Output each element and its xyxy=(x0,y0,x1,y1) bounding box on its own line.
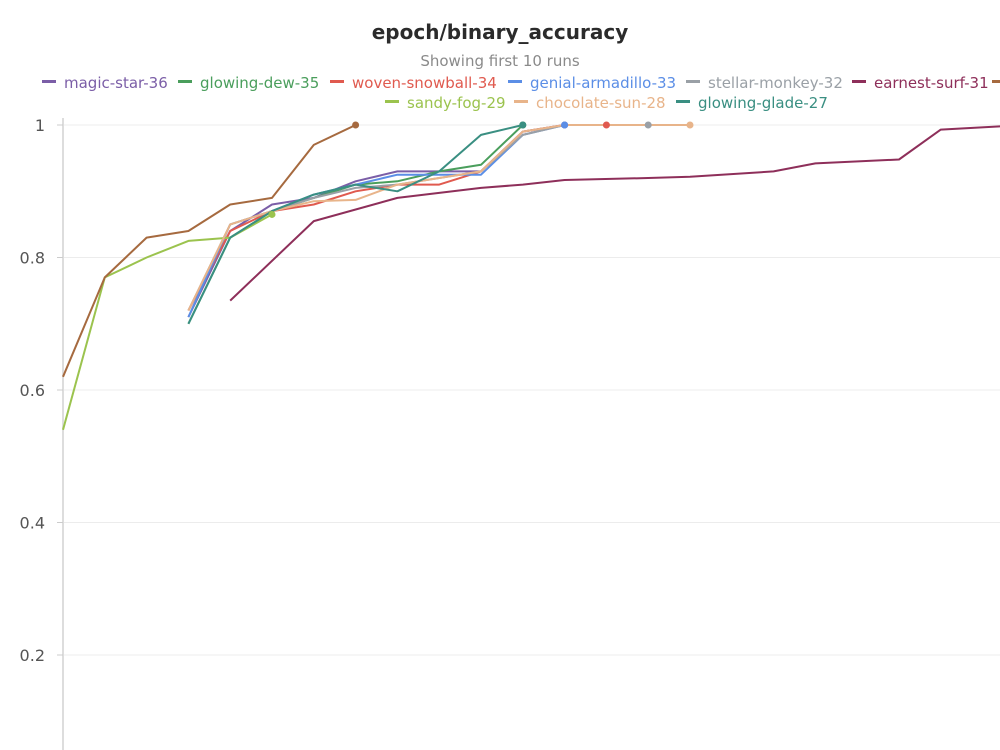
legend-label: chocolate-sun-28 xyxy=(536,94,666,112)
chart-subtitle: Showing first 10 runs xyxy=(420,52,580,70)
legend-label: magic-star-36 xyxy=(64,74,168,92)
series-line[interactable] xyxy=(187,124,524,325)
legend-item-glowing-dew-35[interactable]: glowing-dew-35 xyxy=(178,74,319,92)
legend-swatch xyxy=(676,100,690,103)
legend-label: earnest-surf-31 xyxy=(874,74,989,92)
legend-swatch xyxy=(508,80,522,83)
series-line[interactable] xyxy=(62,124,357,378)
legend-item-glowing-glade-27[interactable]: glowing-glade-27 xyxy=(676,94,828,112)
legend-swatch xyxy=(385,100,399,103)
series-end-point[interactable] xyxy=(561,121,569,129)
legend-item-stellar-monkey-32[interactable]: stellar-monkey-32 xyxy=(686,74,843,92)
legend-item-genial-armadillo-33[interactable]: genial-armadillo-33 xyxy=(508,74,676,92)
grid-lines xyxy=(63,124,1000,656)
series-end-point[interactable] xyxy=(602,121,610,129)
legend-item-woven-snowball-34[interactable]: woven-snowball-34 xyxy=(330,74,497,92)
series-line[interactable] xyxy=(62,213,273,431)
legend-swatch xyxy=(178,80,192,83)
legend-label: woven-snowball-34 xyxy=(352,74,497,92)
legend-label: genial-armadillo-33 xyxy=(530,74,677,92)
y-tick-label: 0.4 xyxy=(20,514,45,533)
series-line[interactable] xyxy=(187,124,565,318)
legend-item-sandy-fog-29[interactable]: sandy-fog-29 xyxy=(385,94,506,112)
series-end-point[interactable] xyxy=(644,121,652,129)
y-tick-label: 1 xyxy=(35,116,45,135)
series-end-point[interactable] xyxy=(686,121,694,129)
legend-swatch xyxy=(514,100,528,103)
legend-item-truncated[interactable] xyxy=(992,74,1000,92)
chart-title: epoch/binary_accuracy xyxy=(371,20,629,44)
legend-swatch xyxy=(686,80,700,83)
legend-label: glowing-dew-35 xyxy=(200,74,320,92)
legend-label: glowing-glade-27 xyxy=(698,94,828,112)
legend-item-magic-star-36[interactable]: magic-star-36 xyxy=(42,74,168,92)
legend-item-earnest-surf-31[interactable]: earnest-surf-31 xyxy=(852,74,989,92)
y-tick-label: 0.2 xyxy=(20,646,45,665)
legend-swatch xyxy=(42,80,56,83)
y-tick-label: 0.8 xyxy=(20,249,45,268)
series-end-point[interactable] xyxy=(352,121,360,129)
series-end-point[interactable] xyxy=(519,121,527,129)
legend-swatch xyxy=(852,80,866,83)
legend-swatch xyxy=(330,80,344,83)
legend-label: stellar-monkey-32 xyxy=(708,74,843,92)
series-line[interactable] xyxy=(229,125,1000,302)
series-lines xyxy=(62,124,1000,431)
y-tick-label: 0.6 xyxy=(20,381,45,400)
legend-item-chocolate-sun-28[interactable]: chocolate-sun-28 xyxy=(514,94,666,112)
end-markers xyxy=(268,121,694,218)
series-end-point[interactable] xyxy=(268,210,276,218)
y-axis-ticks: 0.2 0.4 0.6 0.8 1 xyxy=(20,116,63,665)
legend-label: sandy-fog-29 xyxy=(407,94,506,112)
series-line[interactable] xyxy=(187,124,690,311)
legend-swatch xyxy=(992,80,1000,83)
